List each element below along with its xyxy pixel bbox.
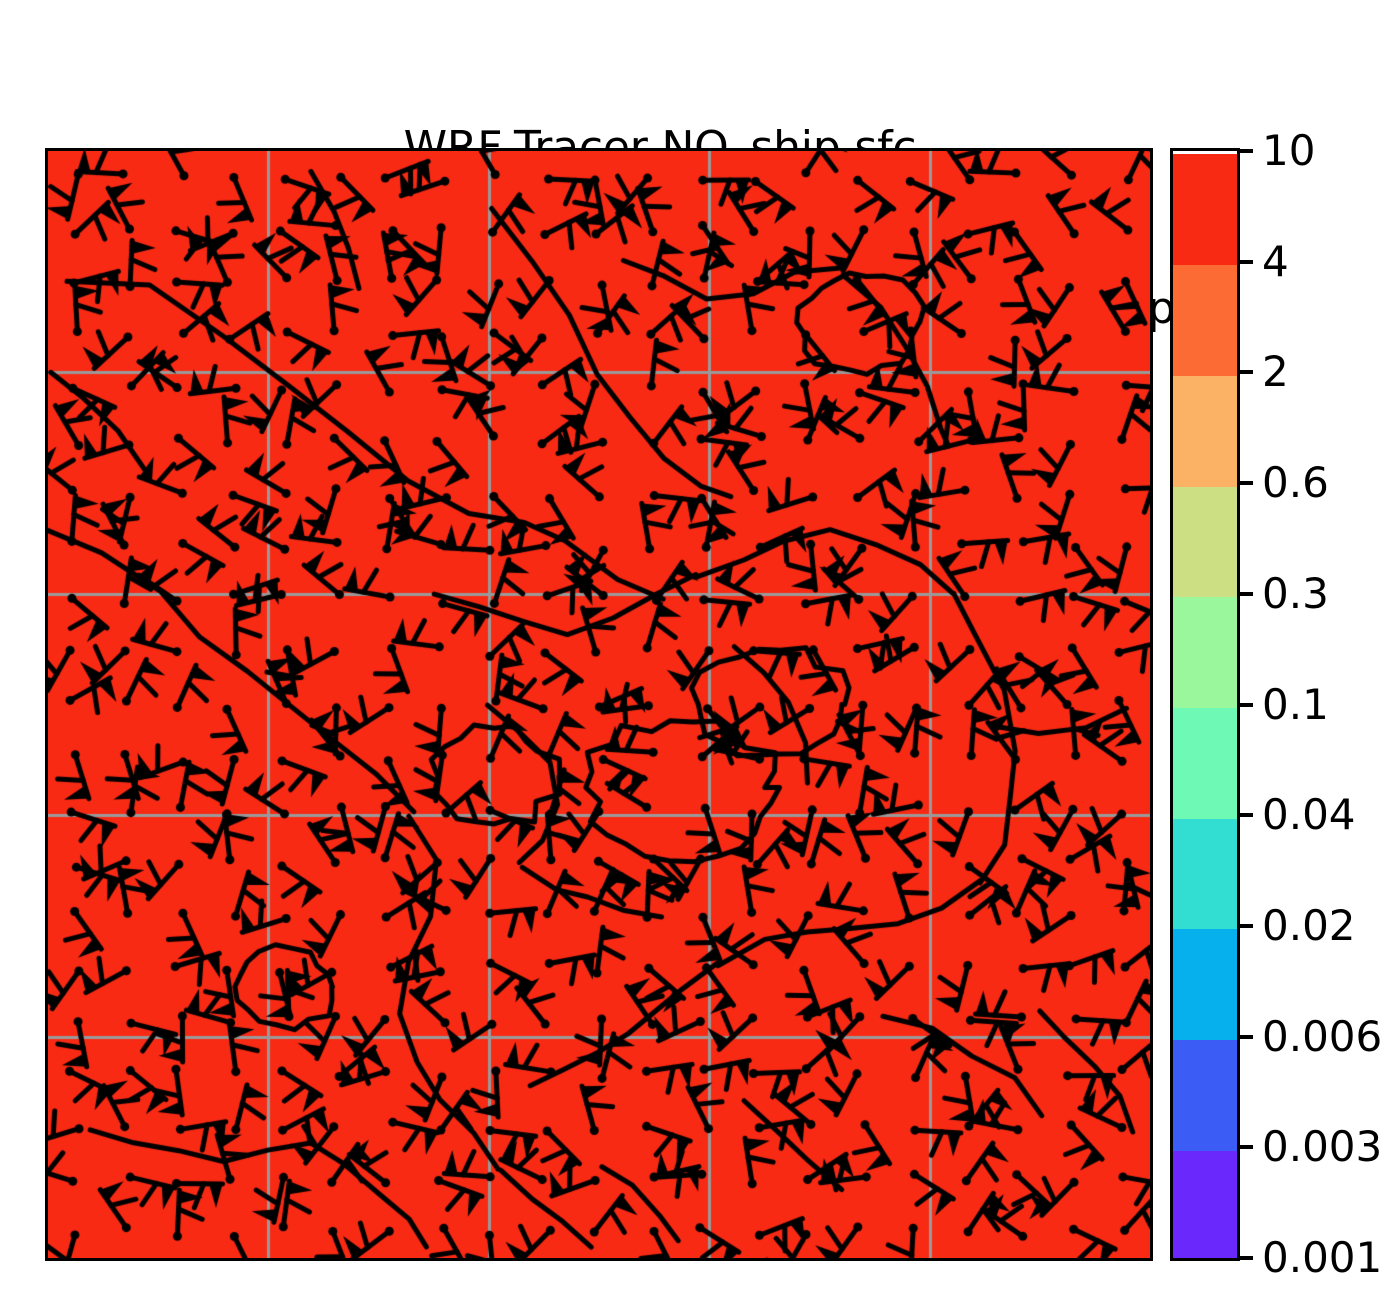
colorbar-tick-mark	[1240, 1145, 1253, 1150]
colorbar-tick-mark	[1240, 1034, 1253, 1039]
colorbar-tick-mark	[1240, 1256, 1253, 1260]
colorbar-band	[1173, 486, 1237, 598]
contour-field-canvas[interactable]	[48, 151, 1150, 1258]
colorbar-band	[1173, 375, 1237, 487]
map-plot-area[interactable]	[45, 148, 1153, 1261]
colorbar-tick-label: 0.006	[1262, 1011, 1383, 1061]
colorbar-tick-label: 0.003	[1262, 1122, 1383, 1172]
colorbar-band	[1173, 1039, 1237, 1151]
colorbar[interactable]	[1170, 148, 1240, 1261]
colorbar-tick-label: 0.02	[1262, 900, 1356, 950]
colorbar-tick-label: 0.3	[1262, 568, 1329, 618]
colorbar-tick-mark	[1240, 481, 1253, 486]
colorbar-band	[1173, 154, 1237, 266]
colorbar-band	[1173, 596, 1237, 709]
colorbar-tick-mark	[1240, 923, 1253, 928]
colorbar-tick-mark	[1240, 702, 1253, 707]
colorbar-tick-label: 0.6	[1262, 458, 1329, 508]
colorbar-band	[1173, 1150, 1237, 1258]
colorbar-tick-label: 0.1	[1262, 679, 1329, 729]
colorbar-band	[1173, 818, 1237, 930]
colorbar-band	[1173, 707, 1237, 819]
colorbar-band	[1173, 928, 1237, 1041]
colorbar-band	[1173, 264, 1237, 376]
colorbar-tick-label: 0.04	[1262, 790, 1356, 840]
colorbar-tick-mark	[1240, 813, 1253, 818]
colorbar-tick-label: 0.001	[1262, 1233, 1383, 1282]
colorbar-tick-mark	[1240, 591, 1253, 596]
